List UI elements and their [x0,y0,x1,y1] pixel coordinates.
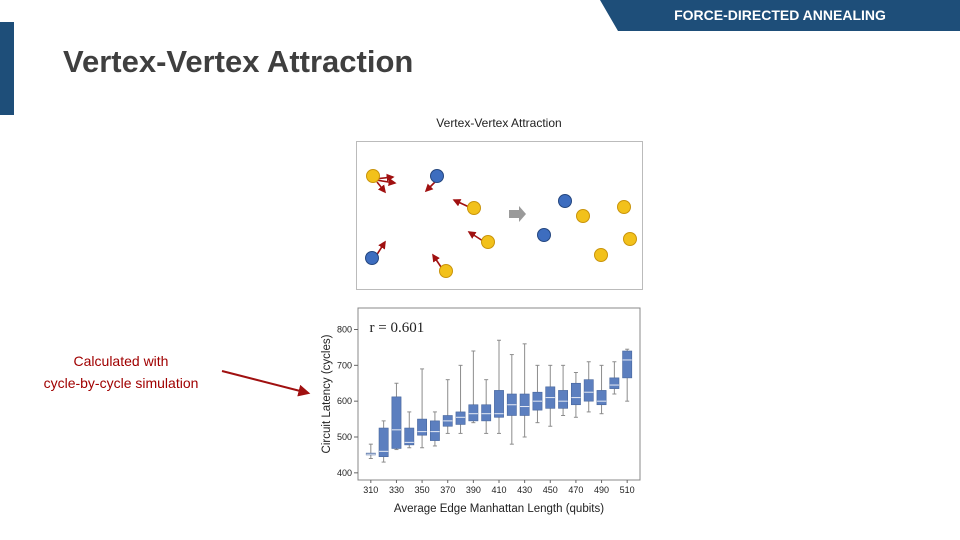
force-arrow [375,178,397,186]
box [481,404,492,422]
box [455,411,466,425]
box [494,390,504,418]
note-line-2: cycle-by-cycle simulation [43,375,199,391]
yellow-vertex [617,200,631,214]
note-line-1: Calculated with [73,353,169,369]
force-arrow [452,199,470,208]
x-tick-label: 470 [568,485,583,495]
y-tick-label: 500 [337,432,352,442]
blue-vertex [558,194,572,208]
y-tick-label: 600 [337,396,352,406]
x-tick-label: 370 [440,485,455,495]
x-tick-label: 450 [543,485,558,495]
x-tick-label: 490 [594,485,609,495]
box [391,396,402,449]
x-tick-label: 410 [491,485,506,495]
box [596,390,607,406]
y-tick-label: 800 [337,325,352,335]
pointer-arrow [221,370,311,397]
blue-vertex [537,228,551,242]
y-tick-label: 700 [337,360,352,370]
vertex-diagram-panel [356,141,643,290]
yellow-vertex [366,169,380,183]
x-tick-label: 430 [517,485,532,495]
force-arrow [467,231,484,242]
yellow-vertex [467,201,481,215]
yellow-vertex [481,235,495,249]
box [622,350,633,379]
y-tick-label: 400 [337,468,352,478]
yellow-vertex [439,264,453,278]
box [609,377,620,389]
box [404,427,415,446]
slide-title: Vertex-Vertex Attraction [63,44,414,79]
box [417,418,428,436]
transition-arrow-icon [509,206,526,222]
x-tick-label: 390 [466,485,481,495]
box [558,390,569,409]
box [570,382,581,406]
simulation-note: Calculated with cycle-by-cycle simulatio… [15,350,227,394]
box [429,420,440,441]
accent-bar [0,22,14,115]
vertices [365,169,637,278]
force-arrows [374,173,484,271]
y-axis-label: Circuit Latency (cycles) [321,334,333,453]
section-label: FORCE-DIRECTED ANNEALING [674,7,886,23]
box [468,404,479,422]
blue-vertex [365,251,379,265]
x-tick-label: 310 [363,485,378,495]
yellow-vertex [576,209,590,223]
header-section-tab [600,0,960,31]
correlation-annotation: r = 0.601 [370,320,425,336]
x-tick-label: 350 [415,485,430,495]
yellow-vertex [623,232,637,246]
vertex-diagram [365,169,637,278]
force-arrow [376,181,386,194]
x-tick-label: 330 [389,485,404,495]
force-arrow [375,240,386,257]
box [378,427,389,458]
box [519,393,530,416]
blue-vertex [430,169,444,183]
box [583,379,594,402]
x-tick-label: 510 [620,485,635,495]
x-axis-label: Average Edge Manhattan Length (qubits) [394,503,604,515]
yellow-vertex [594,248,608,262]
figure-title: Vertex-Vertex Attraction [436,116,562,130]
latency-box-chart: 400 500 600 700 800 310 330 350 370 390 410 430 450 4… [321,307,641,515]
